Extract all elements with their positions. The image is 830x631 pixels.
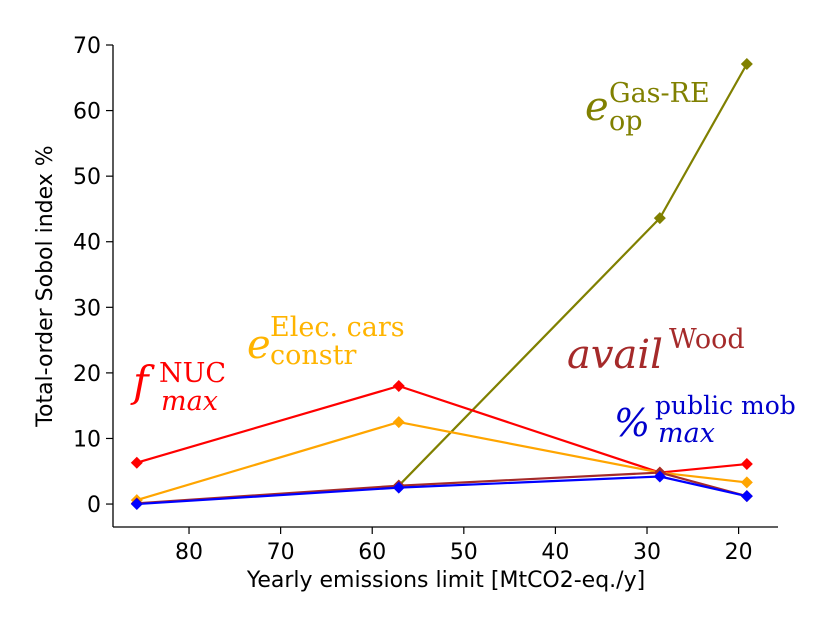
data-point-gas_re bbox=[653, 212, 666, 225]
annotation-f-nuc: f NUC max bbox=[130, 357, 226, 417]
series-line-wood bbox=[136, 471, 748, 505]
annotation-wood: avail Wood bbox=[567, 324, 745, 378]
x-tick-label: 40 bbox=[541, 540, 569, 565]
axes bbox=[112, 45, 778, 528]
x-tick-label: 80 bbox=[175, 540, 203, 565]
data-point-elec_cars bbox=[740, 476, 753, 489]
annotation-gas-re-base: e bbox=[585, 84, 609, 130]
annotation-f-nuc-base: f bbox=[130, 357, 155, 406]
data-point-public_mob bbox=[740, 490, 753, 503]
annotation-wood-sup: Wood bbox=[669, 324, 745, 355]
x-tick-label: 20 bbox=[725, 540, 753, 565]
annotation-elec-cars: e Elec. cars constr bbox=[247, 312, 405, 371]
y-tick-label: 40 bbox=[73, 231, 101, 256]
y-tick-label: 0 bbox=[87, 493, 101, 518]
y-tick-label: 30 bbox=[73, 296, 101, 321]
data-point-f_nuc bbox=[740, 458, 753, 471]
annotation-public-mob: % public mob max bbox=[614, 391, 796, 449]
y-tick-label: 60 bbox=[73, 100, 101, 125]
data-point-public_mob bbox=[653, 470, 666, 483]
y-axis-title: Total-order Sobol index % bbox=[33, 145, 58, 427]
annotation-f-nuc-sup: NUC bbox=[159, 358, 226, 389]
data-point-public_mob bbox=[130, 498, 143, 511]
annotation-elec-cars-base: e bbox=[247, 322, 271, 368]
series-line-public_mob bbox=[136, 475, 748, 506]
annotation-gas-re: e Gas-RE op bbox=[585, 78, 710, 137]
annotation-f-nuc-sub: max bbox=[161, 386, 218, 417]
data-point-gas_re bbox=[740, 58, 753, 71]
x-axis-title: Yearly emissions limit [MtCO2-eq./y] bbox=[246, 568, 645, 593]
x-tick-label: 70 bbox=[267, 540, 295, 565]
series-line-elec_cars bbox=[136, 420, 747, 502]
x-tick-label: 60 bbox=[358, 540, 386, 565]
y-tick-label: 70 bbox=[73, 34, 101, 59]
y-tick-label: 10 bbox=[73, 427, 101, 452]
annotation-elec-cars-sub: constr bbox=[270, 340, 356, 371]
data-point-public_mob bbox=[392, 481, 405, 494]
x-tick-label: 30 bbox=[633, 540, 661, 565]
annotation-public-mob-sup: public mob bbox=[655, 391, 796, 420]
data-point-f_nuc bbox=[392, 380, 405, 393]
x-tick-label: 50 bbox=[450, 540, 478, 565]
annotation-public-mob-base: % bbox=[614, 401, 650, 445]
annotation-elec-cars-sup: Elec. cars bbox=[270, 312, 405, 343]
series-line-f_nuc bbox=[136, 384, 747, 474]
annotation-wood-base: avail bbox=[567, 332, 663, 378]
y-tick-label: 50 bbox=[73, 165, 101, 190]
y-tick-label: 20 bbox=[73, 362, 101, 387]
annotation-public-mob-sub: max bbox=[658, 418, 715, 449]
data-point-elec_cars bbox=[392, 416, 405, 429]
annotation-gas-re-sub: op bbox=[609, 106, 643, 137]
data-point-f_nuc bbox=[130, 456, 143, 469]
annotation-gas-re-sup: Gas-RE bbox=[609, 78, 710, 109]
